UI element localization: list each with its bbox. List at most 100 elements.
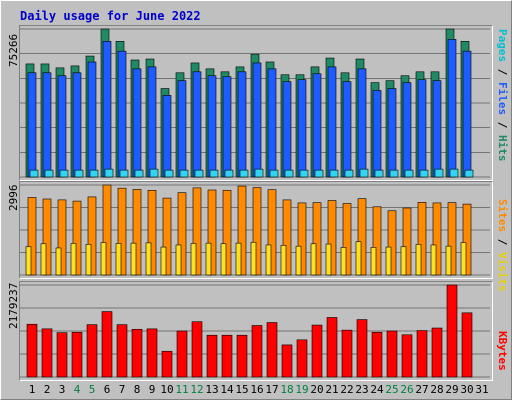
- day-label: 15: [235, 383, 249, 396]
- files-bar: [147, 66, 157, 178]
- day-label: 31: [475, 383, 489, 396]
- visits-bar: [265, 244, 272, 276]
- sites-bar: [402, 207, 412, 276]
- hits-legend: Pages / Files / Hits: [496, 29, 509, 162]
- sites-bar: [222, 189, 232, 276]
- files-bar: [207, 75, 217, 178]
- visits-bar: [175, 244, 182, 276]
- visits-bar: [130, 242, 137, 276]
- hits-ymax-label: 75266: [7, 33, 20, 67]
- sites-bar: [297, 202, 307, 276]
- pages-bar: [449, 168, 459, 178]
- files-bar: [402, 82, 412, 178]
- pages-bar: [179, 169, 189, 178]
- kbytes-bar: [131, 328, 143, 378]
- visits-bar: [190, 243, 197, 276]
- legend-separator: /: [496, 232, 509, 252]
- pages-bar: [119, 169, 129, 178]
- day-label: 14: [220, 383, 234, 396]
- visits-bar: [340, 247, 347, 276]
- sites-bar: [147, 189, 157, 276]
- visits-bar: [220, 243, 227, 276]
- kbytes-bar: [386, 330, 398, 378]
- kbytes-bar: [356, 319, 368, 378]
- sites-bar: [342, 203, 352, 276]
- pages-bar: [134, 169, 144, 178]
- day-label: 9: [148, 383, 156, 396]
- sites-bar: [357, 198, 367, 276]
- day-label: 16: [250, 383, 264, 396]
- pages-bar: [389, 169, 399, 178]
- kbytes-bar: [101, 311, 113, 378]
- legend-separator: /: [496, 115, 509, 135]
- sites-bar: [282, 199, 292, 276]
- kbytes-bar: [236, 334, 248, 378]
- sites-bar: [132, 189, 142, 276]
- sites-bar: [372, 206, 382, 276]
- visits-bar: [325, 243, 332, 276]
- pages-bar: [299, 169, 309, 178]
- sites-bar: [252, 187, 262, 276]
- files-bar: [327, 66, 337, 178]
- sites-bar: [42, 198, 52, 276]
- day-label: 22: [340, 383, 354, 396]
- pages-bar: [164, 169, 174, 178]
- sites-bar: [312, 202, 322, 276]
- files-bar: [177, 80, 187, 178]
- pages-bar: [239, 169, 249, 178]
- files-bar: [222, 76, 232, 178]
- sites-bar: [27, 197, 37, 276]
- day-label: 7: [118, 383, 126, 396]
- files-bar: [447, 39, 457, 178]
- visits-bar: [100, 242, 107, 276]
- legend-files: Files: [496, 82, 509, 116]
- visits-bar: [280, 244, 287, 276]
- files-bar: [117, 50, 127, 178]
- kbytes-bar: [221, 334, 233, 378]
- pages-bar: [404, 169, 414, 178]
- files-bar: [237, 71, 247, 178]
- pages-bar: [269, 169, 279, 178]
- pages-bar: [344, 169, 354, 178]
- files-bar: [102, 41, 112, 178]
- kbytes-bar: [461, 312, 473, 378]
- sites-bar: [177, 192, 187, 276]
- pages-bar: [254, 168, 264, 178]
- kbytes-bar: [281, 344, 293, 378]
- sites-bar: [432, 202, 442, 276]
- legend-hits: Hits: [496, 135, 509, 162]
- day-label: 26: [400, 383, 414, 396]
- legend-sites: Sites: [496, 199, 509, 233]
- visits-bar: [70, 243, 77, 276]
- day-label: 23: [355, 383, 369, 396]
- pages-bar: [374, 169, 384, 178]
- sites-bar: [417, 202, 427, 276]
- kbytes-bar: [431, 327, 443, 378]
- legend-visits: Visits: [496, 252, 509, 292]
- pages-bar: [104, 168, 114, 178]
- kbytes-bar: [371, 331, 383, 378]
- files-bar: [462, 50, 472, 178]
- files-bar: [387, 88, 397, 178]
- sites-bar: [237, 185, 247, 276]
- kbytes-bar: [251, 325, 263, 378]
- pages-bar: [74, 169, 84, 178]
- day-label: 19: [295, 383, 309, 396]
- day-label: 13: [205, 383, 219, 396]
- kbytes-bar: [206, 334, 218, 378]
- visits-bar: [445, 245, 452, 276]
- files-bar: [417, 79, 427, 178]
- day-label: 20: [310, 383, 324, 396]
- visits-bar: [460, 242, 467, 276]
- pages-bar: [284, 169, 294, 178]
- day-label: 3: [58, 383, 66, 396]
- day-label: 24: [370, 383, 384, 396]
- kbytes-bar: [446, 284, 458, 378]
- day-label: 10: [160, 383, 174, 396]
- day-label: 17: [265, 383, 279, 396]
- pages-bar: [419, 169, 429, 178]
- sites-bar: [162, 197, 172, 276]
- sites-bar: [387, 210, 397, 276]
- visits-bar: [160, 246, 167, 276]
